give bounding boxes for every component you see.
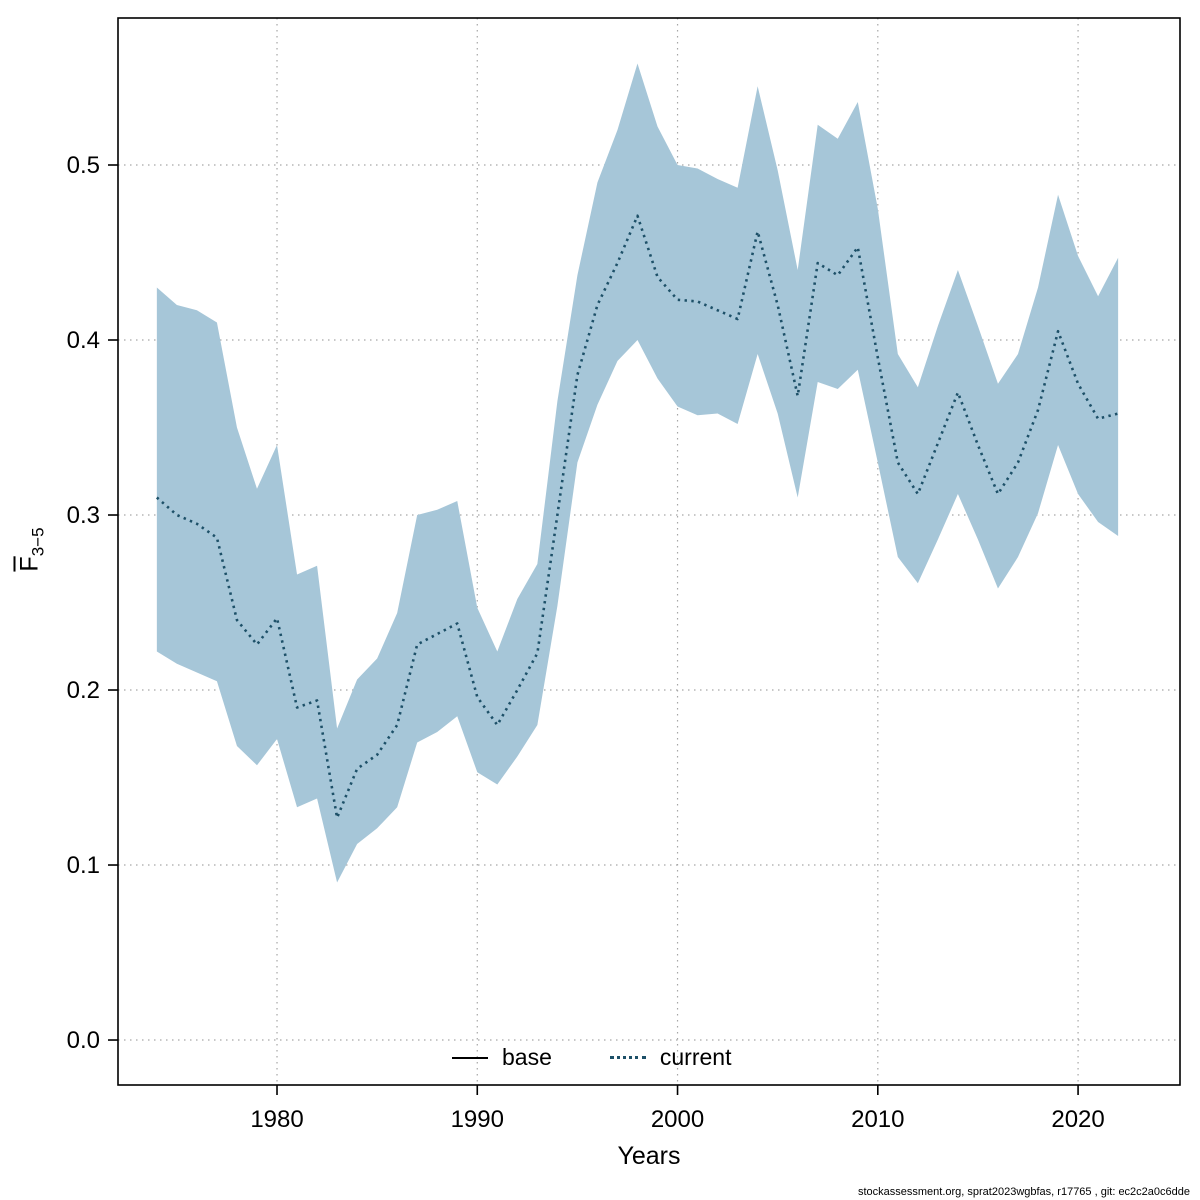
- legend: base current: [452, 1044, 731, 1071]
- y-tick-label: 0.2: [67, 677, 100, 704]
- current-line: [155, 214, 1119, 820]
- y-tick-label: 0.0: [67, 1027, 100, 1054]
- y-tick-label: 0.4: [67, 327, 100, 354]
- legend-line-dotted-icon: [609, 1056, 646, 1059]
- y-tick-label: 0.5: [67, 152, 100, 179]
- footer-citation: stockassessment.org, sprat2023wgbfas, r1…: [857, 1186, 1190, 1198]
- x-tick-label: 2020: [1051, 1106, 1104, 1133]
- legend-item-base: base: [452, 1044, 552, 1071]
- y-axis-label-subscript: 3−5: [28, 527, 48, 557]
- x-axis-label: Years: [617, 1142, 681, 1170]
- y-tick-label: 0.3: [67, 502, 100, 529]
- confidence-band: [156, 63, 1119, 883]
- x-tick-label: 2010: [851, 1106, 904, 1133]
- legend-label-current: current: [659, 1044, 732, 1070]
- y-axis-label-symbol: F: [15, 556, 44, 572]
- legend-line-solid-icon: [452, 1056, 488, 1059]
- y-axis-label: F3−5: [16, 490, 49, 610]
- x-tick-label: 1980: [250, 1106, 303, 1133]
- legend-item-current: current: [609, 1044, 732, 1071]
- plot-border: [117, 17, 1181, 1086]
- x-tick-label: 2000: [651, 1106, 704, 1133]
- x-tick-label: 1990: [451, 1106, 504, 1133]
- y-tick-label: 0.1: [67, 852, 100, 879]
- legend-label-base: base: [502, 1044, 552, 1070]
